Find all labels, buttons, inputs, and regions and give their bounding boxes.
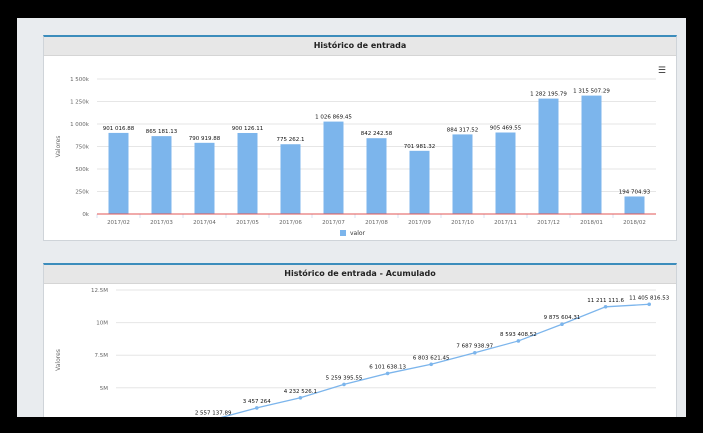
data-point xyxy=(429,362,434,367)
bar-chart-panel: Histórico de entrada ☰ 0k 250k 500k 750k 1 0… xyxy=(43,35,677,241)
bar xyxy=(280,144,301,214)
bar xyxy=(237,132,258,214)
x-tick-label: 2018/01 xyxy=(580,220,603,226)
data-label: 1 282 195.79 xyxy=(530,92,567,98)
y-tick-label: 500k xyxy=(75,167,89,173)
data-label: 11 211 111.6 xyxy=(587,298,624,304)
x-tick-label: 2017/12 xyxy=(537,220,560,226)
y-tick-label: 5M xyxy=(100,386,108,392)
data-point xyxy=(342,382,346,387)
data-label: 905 469.55 xyxy=(490,126,522,132)
data-point xyxy=(385,371,390,376)
data-point xyxy=(647,302,651,307)
bar xyxy=(495,132,516,214)
y-tick-label: 1 000k xyxy=(70,122,90,128)
data-label: 6 803 621.45 xyxy=(413,355,450,361)
hamburger-menu-icon[interactable]: ☰ xyxy=(657,66,666,76)
x-tick-label: 2017/08 xyxy=(365,220,388,226)
data-label: 900 126.11 xyxy=(232,126,264,132)
y-tick-label: 12.5M xyxy=(91,288,108,294)
bar xyxy=(409,150,430,214)
bar xyxy=(323,121,344,214)
x-tick-label: 2017/07 xyxy=(322,220,345,226)
line-chart-title: Histórico de entrada - Acumulado xyxy=(44,265,676,284)
data-label: 884 317.52 xyxy=(447,127,479,133)
data-label: 1 315 507.29 xyxy=(573,89,610,95)
legend-swatch xyxy=(340,230,346,236)
x-tick-label: 2017/02 xyxy=(107,220,130,226)
data-label: 2 557 137.89 xyxy=(195,411,232,417)
data-label: 5 259 395.55 xyxy=(326,375,363,381)
x-tick-label: 2017/05 xyxy=(236,220,259,226)
bar xyxy=(538,98,559,214)
data-label: 842 242.58 xyxy=(361,131,393,137)
y-tick-label: 7.5M xyxy=(95,353,109,359)
x-tick-label: 2017/10 xyxy=(451,220,474,226)
y-axis-title: Valores xyxy=(55,349,62,371)
y-axis-title: Valores xyxy=(55,136,62,158)
data-label: 901 016.88 xyxy=(103,126,135,132)
bar xyxy=(194,142,215,214)
y-tick-label: 0k xyxy=(82,212,89,218)
data-label: 865 181.13 xyxy=(146,129,178,135)
data-label: 4 232 526.1 xyxy=(284,389,317,395)
y-tick-label: 10M xyxy=(96,321,108,327)
bar xyxy=(452,134,473,214)
dashboard-frame: Histórico de entrada ☰ 0k 250k 500k 750k 1 0… xyxy=(17,18,686,417)
data-point xyxy=(473,350,477,355)
data-label: 9 875 604.31 xyxy=(544,315,581,321)
data-label: 3 457 264 xyxy=(243,399,271,405)
x-tick-label: 2017/09 xyxy=(408,220,431,226)
line-chart-panel: Histórico de entrada - Acumulado 2.5M 5M 7… xyxy=(43,263,677,417)
bar xyxy=(581,95,602,214)
data-label: 775 262.1 xyxy=(277,137,305,143)
y-tick-label: 750k xyxy=(75,145,89,151)
y-tick-label: 1 250k xyxy=(70,100,90,106)
data-label: 701 981.32 xyxy=(404,144,436,150)
x-tick-label: 2017/06 xyxy=(279,220,302,226)
data-label: 6 101 638.13 xyxy=(369,364,406,370)
bar-chart-title: Histórico de entrada xyxy=(44,37,676,56)
data-label: 194 704.93 xyxy=(619,189,651,195)
data-label: 8 593 408.52 xyxy=(500,332,537,338)
bar xyxy=(108,132,129,214)
data-label: 11 405 816.53 xyxy=(629,295,670,301)
x-tick-label: 2017/03 xyxy=(150,220,173,226)
x-tick-label: 2017/04 xyxy=(193,220,216,226)
bar xyxy=(151,136,172,214)
bar-chart: 0k 250k 500k 750k 1 000k 1 250k 1 500k Valores 9… xyxy=(55,77,656,237)
x-tick-label: 2018/02 xyxy=(623,220,646,226)
data-point xyxy=(298,396,303,400)
data-point xyxy=(516,339,521,343)
bar xyxy=(624,196,645,214)
legend-label: valor xyxy=(350,230,366,237)
data-label: 7 687 938.97 xyxy=(456,344,493,350)
data-point xyxy=(560,322,564,327)
y-tick-label: 1 500k xyxy=(70,77,90,83)
y-tick-label: 250k xyxy=(75,190,89,196)
data-point xyxy=(603,305,608,309)
bar xyxy=(366,138,387,214)
data-label: 1 026 869.45 xyxy=(315,115,352,121)
data-label: 790 919.88 xyxy=(189,136,221,142)
x-tick-label: 2017/11 xyxy=(494,220,517,226)
data-point xyxy=(255,406,259,410)
